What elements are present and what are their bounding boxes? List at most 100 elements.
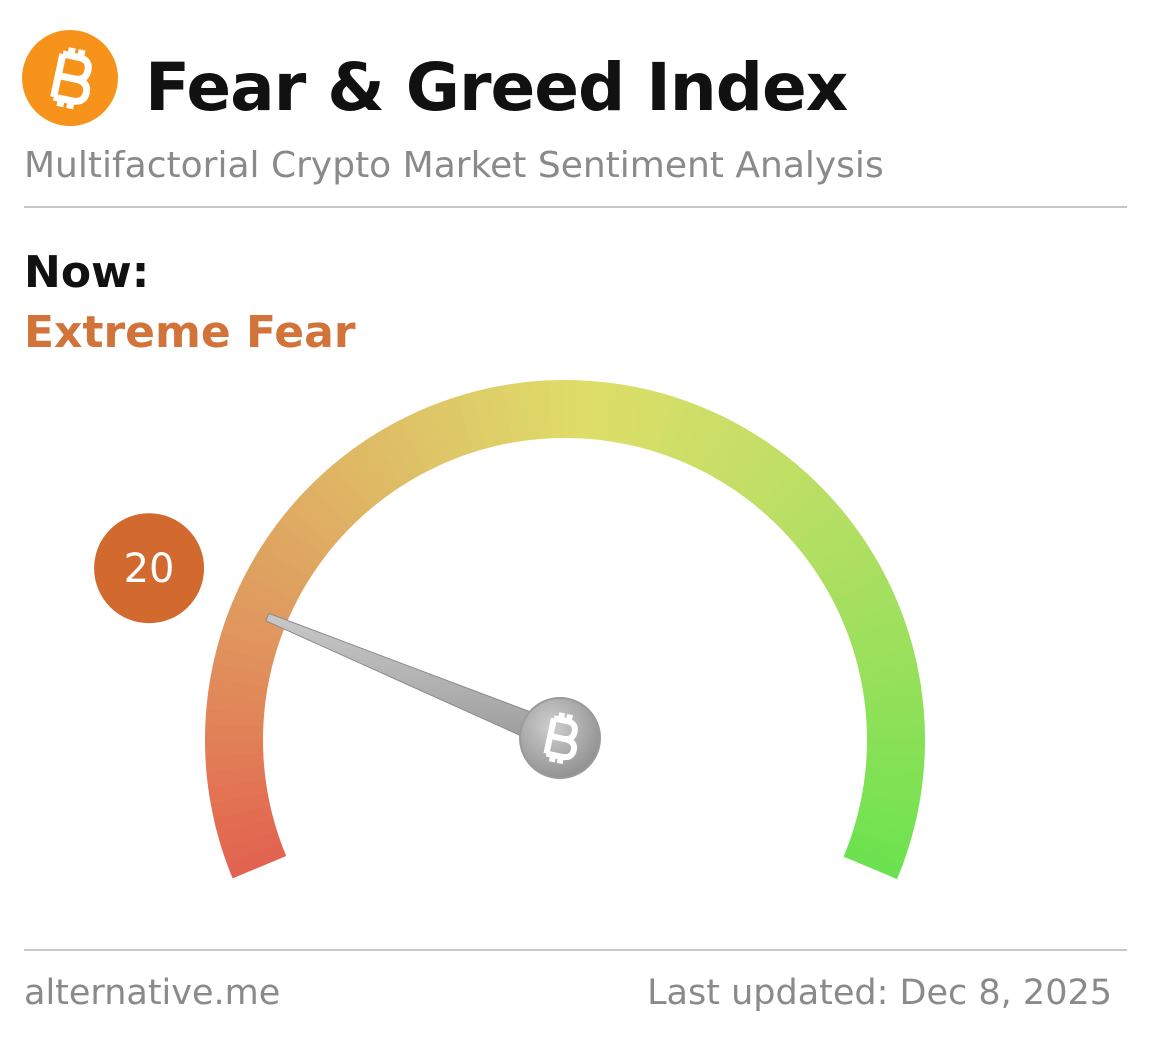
arc-segment bbox=[819, 546, 878, 590]
arc-segment bbox=[852, 818, 913, 850]
arc-segment bbox=[859, 792, 920, 820]
arc-segment bbox=[843, 843, 904, 880]
arc-segment bbox=[866, 740, 925, 758]
arc-segment bbox=[748, 454, 798, 510]
arc-segment bbox=[253, 546, 311, 590]
arc-segment bbox=[727, 436, 773, 494]
subtitle: Multifactorial Crypto Market Sentiment A… bbox=[24, 145, 884, 186]
arc-segment bbox=[864, 766, 924, 789]
arc-segment bbox=[205, 723, 264, 741]
arc-segment bbox=[549, 380, 566, 439]
arc-segment bbox=[804, 521, 861, 568]
arc-segment bbox=[848, 831, 909, 865]
arc-segment bbox=[245, 559, 304, 601]
arc-segment bbox=[299, 485, 352, 537]
arc-segment bbox=[289, 496, 343, 547]
arc-segment bbox=[205, 708, 265, 728]
arc-segment bbox=[565, 380, 582, 439]
arc-segment bbox=[321, 463, 372, 518]
arc-segment bbox=[232, 587, 292, 625]
arc-segment bbox=[759, 464, 809, 518]
arc-segment bbox=[617, 385, 644, 446]
arc-segment bbox=[208, 677, 268, 701]
source: alternative.me bbox=[24, 973, 280, 1013]
arc-segment bbox=[345, 444, 393, 501]
arc-segment bbox=[398, 413, 438, 473]
arc-segment bbox=[206, 692, 266, 715]
arc-segment bbox=[668, 401, 704, 462]
title: Fear & Greed Index bbox=[145, 49, 848, 126]
arc-segment bbox=[844, 602, 904, 638]
arc-segment bbox=[838, 588, 899, 626]
arc-segment bbox=[862, 779, 922, 804]
arc-segment bbox=[226, 843, 287, 879]
gauge-arc bbox=[204, 380, 926, 880]
value-label: 20 bbox=[124, 546, 175, 592]
arc-segment bbox=[221, 830, 282, 864]
arc-segment bbox=[333, 454, 382, 509]
now-label: Now: bbox=[24, 247, 149, 298]
hub-icon bbox=[543, 712, 578, 765]
arc-segment bbox=[310, 474, 362, 527]
arc-segment bbox=[716, 428, 760, 486]
arc-segment bbox=[441, 396, 475, 457]
arc-segment bbox=[217, 631, 278, 663]
hub-icon-shape bbox=[543, 712, 578, 765]
arc-segment bbox=[833, 574, 892, 614]
arc-segment bbox=[859, 662, 920, 689]
arc-segment bbox=[848, 617, 909, 651]
arc-segment bbox=[704, 420, 746, 479]
arc-segment bbox=[279, 508, 334, 557]
arc-segment bbox=[206, 766, 266, 788]
arc-segment bbox=[812, 533, 870, 579]
arc-segment bbox=[864, 693, 924, 715]
arc-segment bbox=[778, 485, 832, 537]
arc-segment bbox=[358, 436, 404, 493]
arc-segment bbox=[487, 385, 514, 446]
arc-segment bbox=[384, 420, 427, 479]
arc-segment bbox=[456, 392, 488, 453]
arc-segment bbox=[210, 661, 271, 688]
arc-segment bbox=[226, 601, 287, 638]
arc-segment bbox=[604, 383, 629, 443]
logo bbox=[22, 30, 118, 126]
arc-segment bbox=[269, 520, 326, 567]
classification: Extreme Fear bbox=[24, 307, 356, 358]
arc-segment bbox=[427, 401, 463, 462]
arc-segment bbox=[630, 388, 660, 449]
arc-segment bbox=[213, 646, 274, 675]
arc-segment bbox=[853, 632, 914, 663]
arc-segment bbox=[856, 805, 917, 835]
arc-segment bbox=[643, 392, 675, 453]
arc-segment bbox=[578, 380, 598, 440]
arc-segment bbox=[692, 413, 733, 473]
arc-segment bbox=[866, 724, 926, 742]
last-updated: Last updated: Dec 8, 2025 bbox=[647, 973, 1112, 1013]
arc-segment bbox=[205, 752, 265, 772]
arc-segment bbox=[412, 407, 450, 467]
arc-segment bbox=[533, 380, 553, 440]
arc-segment bbox=[221, 616, 282, 650]
gauge-pointer: 20 bbox=[94, 513, 601, 779]
arc-segment bbox=[796, 508, 852, 557]
arc-segment bbox=[591, 381, 613, 441]
arc-segment bbox=[787, 496, 842, 547]
arc-segment bbox=[738, 445, 785, 501]
arc-segment bbox=[238, 573, 298, 613]
arc-segment bbox=[471, 388, 501, 449]
arc-segment bbox=[517, 381, 540, 441]
arc-segment bbox=[826, 560, 885, 602]
arc-segment bbox=[210, 792, 271, 819]
arc-segment bbox=[204, 739, 264, 757]
arc-segment bbox=[261, 533, 318, 578]
arc-segment bbox=[371, 427, 415, 486]
arc-segment bbox=[213, 805, 274, 834]
arc-segment bbox=[865, 709, 925, 728]
arc-segment bbox=[680, 407, 718, 467]
arc-segment bbox=[217, 818, 278, 849]
arc-segment bbox=[655, 396, 689, 457]
arc-segment bbox=[865, 753, 925, 773]
arc-segment bbox=[856, 647, 917, 676]
